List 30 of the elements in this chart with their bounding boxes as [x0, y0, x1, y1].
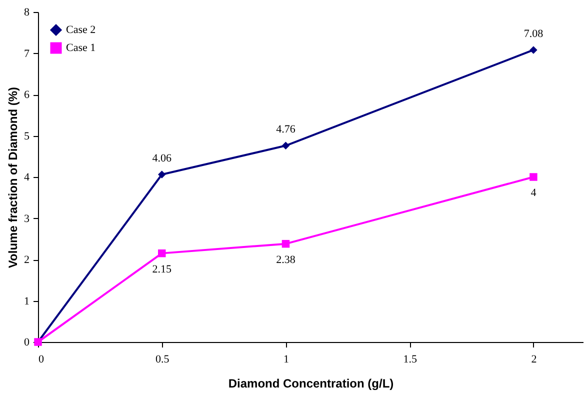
y-tick-label: 3: [24, 212, 30, 225]
point: [282, 142, 290, 150]
x-tick-label: 1.5: [403, 354, 418, 366]
y-tick-label: 6: [24, 89, 30, 101]
data-label: 4.06: [152, 152, 172, 165]
x-tick-label: 1: [283, 354, 289, 366]
y-tick-label: 5: [24, 130, 30, 142]
y-tick-label: 8: [24, 6, 30, 18]
data-label: 2.15: [152, 263, 172, 276]
data-label: 7.08: [524, 28, 544, 40]
y-tick-label: 0: [24, 336, 30, 348]
point: [158, 170, 166, 178]
point: [530, 46, 538, 54]
x-axis-title: Diamond Concentration (g/L): [228, 376, 394, 390]
x-tick-label: 0.5: [155, 354, 170, 366]
data-label: 4: [530, 187, 537, 199]
data-label: 4.76: [276, 124, 296, 136]
x-tick-label: 2: [531, 354, 537, 366]
point: [530, 173, 538, 181]
y-tick-label: 7: [24, 48, 30, 60]
legend-label: Case 1: [66, 42, 96, 54]
y-tick-label: 1: [24, 295, 30, 308]
point: [282, 240, 290, 248]
y-tick-label: 4: [24, 172, 30, 184]
x-tick-label: 0: [38, 354, 44, 366]
y-tick-label: 2: [24, 254, 30, 266]
data-label: 2.38: [276, 254, 296, 266]
y-axis-title: Volume fraction of Diamond (%): [6, 86, 20, 268]
point: [158, 249, 166, 258]
legend-label: Case 2: [66, 24, 96, 36]
